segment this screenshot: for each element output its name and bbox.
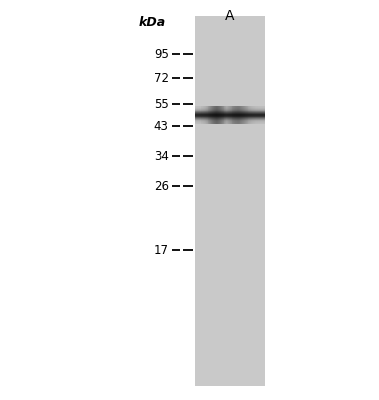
Bar <box>251 106 252 124</box>
Bar <box>195 106 196 124</box>
Bar <box>238 106 239 124</box>
Bar <box>220 106 221 124</box>
Bar <box>206 106 207 124</box>
Bar <box>222 106 223 124</box>
Bar <box>212 106 213 124</box>
Bar <box>195 16 265 386</box>
Bar <box>201 106 202 124</box>
Bar <box>249 106 250 124</box>
Bar <box>245 106 246 124</box>
Bar <box>229 106 230 124</box>
Bar <box>205 106 206 124</box>
Bar <box>236 106 237 124</box>
Bar <box>241 106 242 124</box>
Bar <box>257 106 258 124</box>
Bar <box>227 106 228 124</box>
Text: 72: 72 <box>153 72 169 84</box>
Bar <box>209 106 210 124</box>
Bar <box>213 106 214 124</box>
Bar <box>254 106 255 124</box>
Bar <box>235 106 236 124</box>
Bar <box>216 106 218 124</box>
Bar <box>215 106 216 124</box>
Bar <box>244 106 245 124</box>
Bar <box>265 106 266 124</box>
Bar <box>260 106 261 124</box>
Bar <box>207 106 208 124</box>
Bar <box>240 106 241 124</box>
Bar <box>239 106 240 124</box>
Bar <box>221 106 222 124</box>
Bar <box>253 106 254 124</box>
Bar <box>255 106 257 124</box>
Bar <box>233 106 234 124</box>
Bar <box>214 106 215 124</box>
Bar <box>246 106 247 124</box>
Bar <box>219 106 220 124</box>
Text: 17: 17 <box>153 244 169 256</box>
Text: kDa: kDa <box>138 16 166 28</box>
Bar <box>263 106 265 124</box>
Bar <box>228 106 229 124</box>
Bar <box>200 106 201 124</box>
Bar <box>234 106 235 124</box>
Bar <box>224 106 226 124</box>
Bar <box>223 106 224 124</box>
Bar <box>243 106 244 124</box>
Bar <box>247 106 248 124</box>
Bar <box>210 106 211 124</box>
Bar <box>262 106 263 124</box>
Bar <box>208 106 209 124</box>
Text: 43: 43 <box>154 120 169 132</box>
Bar <box>226 106 227 124</box>
Bar <box>204 106 205 124</box>
Bar <box>258 106 259 124</box>
Text: 26: 26 <box>153 180 169 192</box>
Bar <box>242 106 243 124</box>
Bar <box>198 106 199 124</box>
Bar <box>237 106 238 124</box>
Bar <box>231 106 232 124</box>
Text: 34: 34 <box>154 150 169 162</box>
Bar <box>259 106 260 124</box>
Bar <box>203 106 204 124</box>
Bar <box>250 106 251 124</box>
Bar <box>196 106 197 124</box>
Bar <box>211 106 212 124</box>
Text: 55: 55 <box>154 98 169 110</box>
Bar <box>232 106 233 124</box>
Text: A: A <box>224 9 234 23</box>
Bar <box>218 106 219 124</box>
Bar <box>261 106 262 124</box>
Text: 95: 95 <box>154 48 169 60</box>
Bar <box>197 106 198 124</box>
Bar <box>199 106 200 124</box>
Bar <box>252 106 253 124</box>
Bar <box>230 106 231 124</box>
Bar <box>202 106 203 124</box>
